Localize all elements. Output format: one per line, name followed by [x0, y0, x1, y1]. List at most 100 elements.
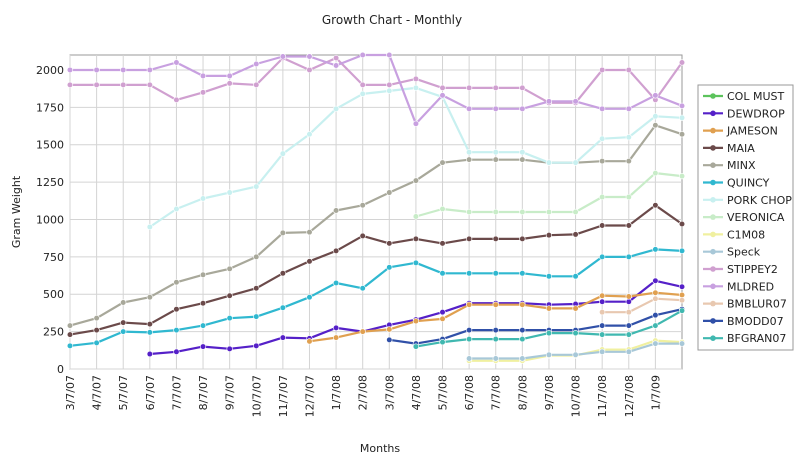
data-point-speck	[652, 340, 659, 347]
legend-marker	[710, 179, 716, 186]
data-point-pork-chop	[519, 149, 526, 156]
data-point-minx	[173, 279, 180, 286]
data-point-mldred	[678, 102, 686, 109]
data-point-stippey2	[173, 96, 180, 103]
data-point-pork-chop	[279, 150, 286, 157]
legend-marker	[710, 318, 716, 324]
data-point-stippey2	[359, 81, 366, 89]
legend-marker	[710, 248, 716, 255]
y-tick-label: 1500	[36, 139, 64, 152]
data-point-dewdrop	[652, 277, 659, 284]
data-point-mldred	[519, 105, 526, 112]
data-point-dewdrop	[599, 298, 606, 305]
legend-label: MLDRED	[727, 280, 774, 293]
data-point-mldred	[412, 120, 420, 127]
x-tick-label: 12/7/08	[623, 375, 636, 417]
data-point-stippey2	[386, 81, 393, 89]
data-point-minx	[519, 156, 526, 163]
legend-label: JAMESON	[726, 125, 778, 138]
legend-label: PORK CHOP	[727, 194, 792, 207]
data-point-jameson	[545, 305, 553, 312]
data-point-stippey2	[519, 84, 526, 91]
data-point-stippey2	[146, 81, 153, 89]
data-point-mldred	[199, 72, 207, 80]
data-point-veronica	[652, 170, 659, 177]
data-point-minx	[466, 156, 473, 163]
data-point-dewdrop	[253, 342, 260, 349]
data-point-bmodd07	[466, 327, 473, 334]
data-point-mldred	[332, 62, 340, 69]
y-axis-ticks: 0 250 500 750 1000 1250 1500 1750 2000	[36, 64, 64, 376]
data-point-minx	[226, 265, 233, 272]
data-point-minx	[279, 229, 286, 237]
data-point-quincy	[332, 279, 340, 287]
legend-marker	[710, 127, 716, 134]
legend-marker	[710, 162, 716, 168]
data-point-jameson	[678, 291, 686, 299]
data-point-minx	[439, 159, 446, 166]
x-tick-label: 8/7/08	[516, 375, 529, 410]
data-point-minx	[93, 315, 100, 322]
legend-item-bmodd07: BMODD07	[703, 315, 784, 328]
legend-item-quincy: QUINCY	[703, 177, 770, 190]
data-point-bmodd07	[492, 327, 499, 334]
data-point-maia	[173, 306, 180, 313]
data-point-pork-chop	[492, 149, 499, 156]
data-point-bmblur07	[652, 295, 659, 302]
data-point-pork-chop	[572, 159, 579, 166]
y-tick-label: 0	[57, 363, 64, 376]
data-point-quincy	[625, 253, 632, 260]
data-point-quincy	[93, 339, 100, 346]
y-tick-label: 1750	[36, 101, 64, 114]
data-point-quincy	[253, 313, 260, 320]
data-point-mldred	[386, 51, 393, 59]
data-point-minx	[253, 253, 260, 260]
data-point-minx	[412, 177, 420, 184]
legend-item-bmblur07: BMBLUR07	[703, 298, 787, 311]
data-point-quincy	[226, 315, 233, 322]
series-line-maia	[69, 204, 683, 336]
data-point-quincy	[306, 294, 313, 301]
data-point-veronica	[572, 208, 579, 216]
data-point-stippey2	[226, 80, 233, 87]
legend-item-dewdrop: DEWDROP	[703, 107, 785, 120]
legend-item-mldred: MLDRED	[703, 280, 774, 293]
legend-label: C1M08	[727, 228, 765, 241]
legend-item-col-must: COL MUST	[703, 90, 784, 103]
series-bmblur07	[599, 295, 686, 316]
data-point-stippey2	[120, 81, 127, 89]
x-tick-label: 5/7/07	[117, 375, 130, 410]
chart-title: Growth Chart - Monthly	[322, 13, 462, 27]
legend-item-maia: MAIA	[703, 142, 755, 155]
data-point-maia	[199, 300, 207, 307]
data-point-stippey2	[93, 81, 100, 89]
data-point-jameson	[652, 289, 659, 296]
data-point-maia	[66, 331, 74, 338]
data-point-dewdrop	[173, 348, 180, 355]
data-point-stippey2	[625, 66, 632, 74]
data-point-maia	[359, 232, 366, 240]
data-point-bmblur07	[599, 309, 606, 316]
data-point-stippey2	[306, 66, 313, 74]
data-point-pork-chop	[359, 90, 366, 97]
legend: COL MUST DEWDROP JAMESON MAIA MINX QUINCY PORK…	[697, 84, 794, 351]
data-point-quincy	[466, 270, 473, 277]
data-point-quincy	[572, 273, 579, 280]
data-point-mldred	[466, 105, 473, 112]
data-point-pork-chop	[545, 159, 553, 166]
data-point-veronica	[625, 193, 632, 201]
y-tick-label: 750	[43, 251, 64, 264]
data-point-mldred	[492, 105, 499, 112]
data-point-maia	[439, 240, 446, 247]
data-point-speck	[625, 348, 632, 355]
data-point-minx	[652, 122, 659, 129]
data-point-jameson	[492, 301, 499, 308]
data-point-minx	[625, 158, 632, 165]
data-point-mldred	[306, 53, 313, 60]
data-point-bfgran07	[625, 331, 632, 338]
data-point-veronica	[599, 193, 606, 201]
legend-marker	[710, 145, 716, 151]
y-tick-label: 250	[43, 326, 64, 339]
data-point-veronica	[492, 208, 499, 216]
data-point-bfgran07	[492, 335, 499, 343]
